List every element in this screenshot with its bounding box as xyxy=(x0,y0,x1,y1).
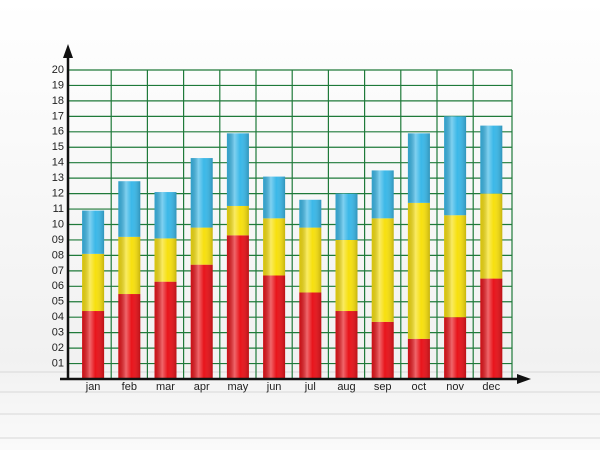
bar-shine xyxy=(154,192,177,239)
bar-shine xyxy=(407,202,430,339)
y-tick-label: 14 xyxy=(52,157,64,169)
bar-shine xyxy=(190,264,213,379)
y-tick-label: 13 xyxy=(52,172,64,184)
labels: 01 02 03 04 05 06 07 08 09 10 11 12 13 14 15 16 17 18 19 20… xyxy=(52,64,501,393)
bar-shine xyxy=(118,236,141,295)
axes xyxy=(60,44,531,384)
bar-shine xyxy=(444,317,467,379)
x-tick-label: jan xyxy=(85,381,101,393)
y-tick-label: 12 xyxy=(52,188,64,200)
bar-shine xyxy=(226,235,249,379)
y-tick-label: 18 xyxy=(52,95,64,107)
bar-shine xyxy=(154,281,177,379)
y-tick-label: 17 xyxy=(52,110,64,122)
x-tick-label: jul xyxy=(304,381,316,393)
y-tick-label: 19 xyxy=(52,79,64,91)
y-tick-label: 11 xyxy=(53,203,64,215)
y-tick-label: 03 xyxy=(52,327,64,339)
bar-shine xyxy=(263,275,286,379)
y-tick-label: 04 xyxy=(52,311,64,323)
bar-shine xyxy=(371,170,394,219)
bar-shine xyxy=(263,176,286,219)
bar-shine xyxy=(335,239,358,312)
bar-shine xyxy=(371,218,394,322)
bar-shine xyxy=(407,133,430,203)
x-tick-label: may xyxy=(228,381,249,393)
bar-shine xyxy=(82,311,105,379)
x-tick-label: oct xyxy=(412,381,427,393)
y-tick-label: 10 xyxy=(52,218,64,230)
bar-shine xyxy=(335,193,358,240)
y-tick-label: 16 xyxy=(52,126,64,138)
bar-shine xyxy=(335,311,358,379)
bar-shine xyxy=(480,278,503,379)
y-tick-label: 15 xyxy=(52,141,64,153)
bar-shine xyxy=(299,292,322,379)
x-tick-label: apr xyxy=(194,381,210,393)
bar-shine xyxy=(190,158,213,228)
x-tick-label: feb xyxy=(122,381,137,393)
bar-shine xyxy=(480,193,503,279)
y-tick-label: 01 xyxy=(52,357,64,369)
x-tick-label: mar xyxy=(156,381,175,393)
grid xyxy=(68,69,513,379)
bar-shine xyxy=(371,321,394,379)
y-tick-label: 20 xyxy=(52,64,64,76)
bar-shine xyxy=(226,205,249,236)
bar-shine xyxy=(263,218,286,276)
x-tick-label: jun xyxy=(266,381,282,393)
bar-shine xyxy=(444,215,467,318)
bar-shine xyxy=(299,227,322,293)
y-tick-label: 09 xyxy=(52,234,64,246)
bar-shine xyxy=(82,210,105,254)
bar-shine xyxy=(226,133,249,206)
bar-shine xyxy=(154,238,177,282)
bar-shine xyxy=(444,116,467,216)
x-tick-label: aug xyxy=(337,381,355,393)
y-tick-label: 08 xyxy=(52,249,64,261)
y-tick-label: 06 xyxy=(52,280,64,292)
y-tick-label: 05 xyxy=(52,296,64,308)
bars xyxy=(82,116,503,379)
y-tick-label: 07 xyxy=(52,265,64,277)
x-tick-label: dec xyxy=(482,381,500,393)
x-tick-label: nov xyxy=(446,381,464,393)
y-tick-label: 02 xyxy=(52,342,64,354)
bar-shine xyxy=(118,181,141,237)
bar-shine xyxy=(299,199,322,228)
bar-shine xyxy=(407,338,430,379)
bar-shine xyxy=(190,227,213,265)
bar-shine xyxy=(118,294,141,379)
bar-shine xyxy=(82,253,105,312)
x-tick-label: sep xyxy=(374,381,392,393)
bar-shine xyxy=(480,125,503,194)
